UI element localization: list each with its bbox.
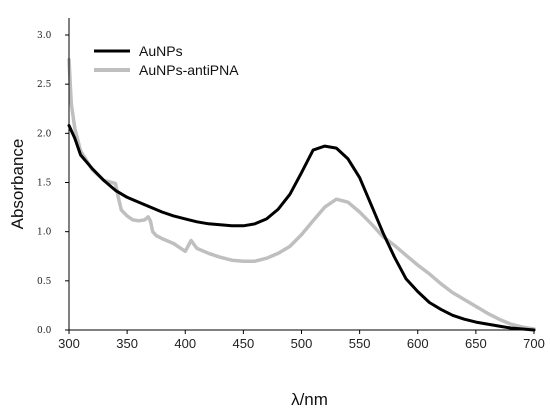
- y-tick-label: 3.0: [37, 31, 52, 41]
- x-axis-title: λ/nm: [291, 390, 328, 409]
- x-tick-label: 600: [407, 336, 429, 351]
- series-line-aunps: [67, 124, 536, 332]
- y-tick-label: 0.5: [37, 277, 52, 287]
- x-tick-label: 450: [233, 336, 255, 351]
- legend: AuNPs AuNPs-antiPNA: [94, 43, 239, 78]
- y-tick-label: 1.5: [37, 179, 52, 189]
- y-tick-label: 1.0: [37, 228, 52, 238]
- legend-label-aunps: AuNPs: [139, 43, 183, 59]
- y-tick-label: 0.0: [37, 326, 52, 336]
- x-tick-label: 300: [58, 336, 80, 351]
- y-axis-title: Absorbance: [8, 139, 27, 230]
- x-tick-label: 350: [116, 336, 138, 351]
- y-tick-label: 2.0: [37, 129, 52, 139]
- legend-label-aunps-antipna: AuNPs-antiPNA: [139, 62, 239, 78]
- plot-lines: [67, 57, 536, 332]
- x-tick-label: 650: [465, 336, 487, 351]
- y-tick-label: 2.5: [37, 80, 52, 90]
- series-line-aunps-antipna: [67, 57, 536, 331]
- x-ticks: 300 350 400 450 500 550 600 650 700: [58, 330, 545, 351]
- x-tick-label: 400: [174, 336, 196, 351]
- y-ticks: 0.0 0.5 1.0 1.5 2.0 2.5 3.0: [37, 31, 69, 336]
- x-tick-label: 700: [523, 336, 545, 351]
- x-tick-label: 550: [349, 336, 371, 351]
- x-tick-label: 500: [291, 336, 313, 351]
